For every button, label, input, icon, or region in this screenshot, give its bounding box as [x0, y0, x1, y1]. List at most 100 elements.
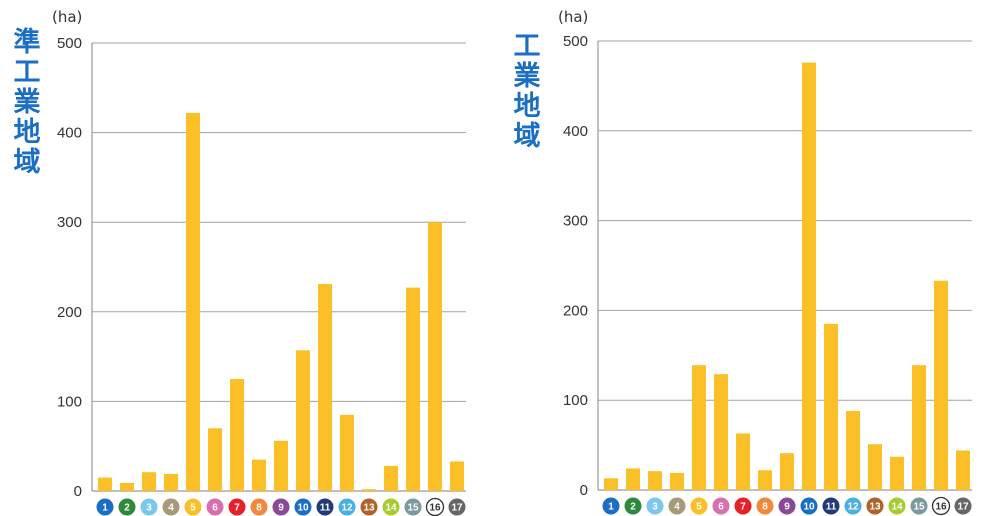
y-tick-label: 300	[57, 214, 82, 231]
category-badge	[206, 498, 224, 516]
x-tick-label: 6	[718, 502, 724, 513]
bar	[120, 482, 134, 491]
category-badge	[910, 497, 928, 515]
title-char: 地	[13, 117, 41, 148]
category-badge	[228, 498, 246, 516]
category-badge	[162, 498, 180, 516]
chart-semi-industrial: 準 工 業 地 域 (ha) 0 100 200 300 400 500 1 2 3 4 5 6 7 8 9…	[0, 0, 498, 516]
category-badge	[338, 498, 356, 516]
category-badge	[712, 497, 730, 515]
x-tick-label: 4	[168, 503, 174, 514]
x-tick-label: 14	[385, 503, 397, 514]
bar	[648, 471, 662, 490]
bar	[758, 470, 772, 490]
bar	[714, 374, 728, 490]
x-tick-label: 7	[740, 502, 746, 513]
chart-industrial: 工 業 地 域 (ha) 0 100 200 300 400 500 1 2 3 4 5 6 7 8 9 10…	[498, 0, 997, 516]
y-tick-label: 300	[563, 213, 588, 230]
y-tick-label: 500	[563, 33, 588, 50]
bar	[780, 453, 794, 490]
y-tick-label: 500	[57, 35, 82, 52]
bar	[142, 472, 156, 491]
category-badge	[294, 498, 312, 516]
category-badge	[800, 497, 818, 515]
category-badge	[954, 497, 972, 515]
y-tick-label: 100	[57, 393, 82, 410]
unit-label: (ha)	[558, 8, 589, 26]
category-badge	[448, 498, 466, 516]
x-tick-label: 12	[341, 503, 353, 514]
x-tick-label: 10	[297, 503, 309, 514]
x-tick-label: 10	[803, 502, 815, 513]
x-tick-label: 17	[957, 502, 969, 513]
category-badge	[888, 497, 906, 515]
bar	[692, 365, 706, 490]
bar	[164, 473, 178, 491]
x-tick-label: 2	[124, 503, 130, 514]
x-tick-label: 15	[913, 502, 925, 513]
x-tick-label: 9	[278, 503, 284, 514]
x-tick-label: 8	[762, 502, 768, 513]
category-badge	[778, 497, 796, 515]
bar	[604, 478, 618, 490]
x-tick-label: 16	[935, 502, 947, 513]
x-tick-label: 13	[363, 503, 375, 514]
x-tick-label: 7	[234, 503, 240, 514]
category-badge	[602, 497, 620, 515]
category-badge	[844, 497, 862, 515]
x-tick-label: 17	[451, 503, 463, 514]
x-tick-label: 3	[652, 502, 658, 513]
title-char: 業	[513, 61, 541, 92]
bar	[406, 287, 420, 491]
x-tick-label: 6	[212, 503, 218, 514]
y-tick-label: 200	[563, 302, 588, 319]
category-badge	[668, 497, 686, 515]
bar	[318, 284, 332, 491]
bar	[208, 428, 222, 491]
category-badge	[316, 498, 334, 516]
bar	[450, 461, 464, 491]
x-tick-label: 15	[407, 503, 419, 514]
x-tick-label: 13	[869, 502, 881, 513]
x-tick-label: 16	[429, 503, 441, 514]
unit-label: (ha)	[52, 8, 83, 26]
x-tick-label: 2	[630, 502, 636, 513]
bar	[890, 456, 904, 490]
category-badge	[118, 498, 136, 516]
category-badge	[646, 497, 664, 515]
bar	[230, 379, 244, 491]
x-tick-label: 1	[608, 502, 614, 513]
bar	[384, 465, 398, 491]
category-badge	[624, 497, 642, 515]
x-tick-label: 3	[146, 503, 152, 514]
y-tick-label: 400	[563, 123, 588, 140]
y-tick-label: 100	[563, 392, 588, 409]
bar	[296, 350, 310, 491]
category-badge	[96, 498, 114, 516]
category-badge	[250, 498, 268, 516]
bar	[824, 323, 838, 490]
category-badge	[822, 497, 840, 515]
bar	[846, 410, 860, 490]
bar	[274, 440, 288, 491]
category-badge	[184, 498, 202, 516]
chart-title: 準 工 業 地 域	[12, 28, 42, 178]
title-char: 業	[13, 87, 41, 118]
category-badge	[756, 497, 774, 515]
category-badge	[404, 498, 422, 516]
category-badge	[866, 497, 884, 515]
x-tick-label: 4	[674, 502, 680, 513]
bar	[956, 450, 970, 490]
category-badge	[272, 498, 290, 516]
title-char: 準	[13, 27, 41, 58]
x-tick-label: 5	[190, 503, 196, 514]
bar	[868, 444, 882, 490]
chart-title: 工 業 地 域	[512, 32, 542, 152]
bar	[670, 472, 684, 490]
bar	[252, 459, 266, 491]
title-char: 工	[13, 57, 41, 88]
x-tick-label: 1	[102, 503, 108, 514]
x-tick-label: 5	[696, 502, 702, 513]
y-tick-label: 400	[57, 125, 82, 142]
